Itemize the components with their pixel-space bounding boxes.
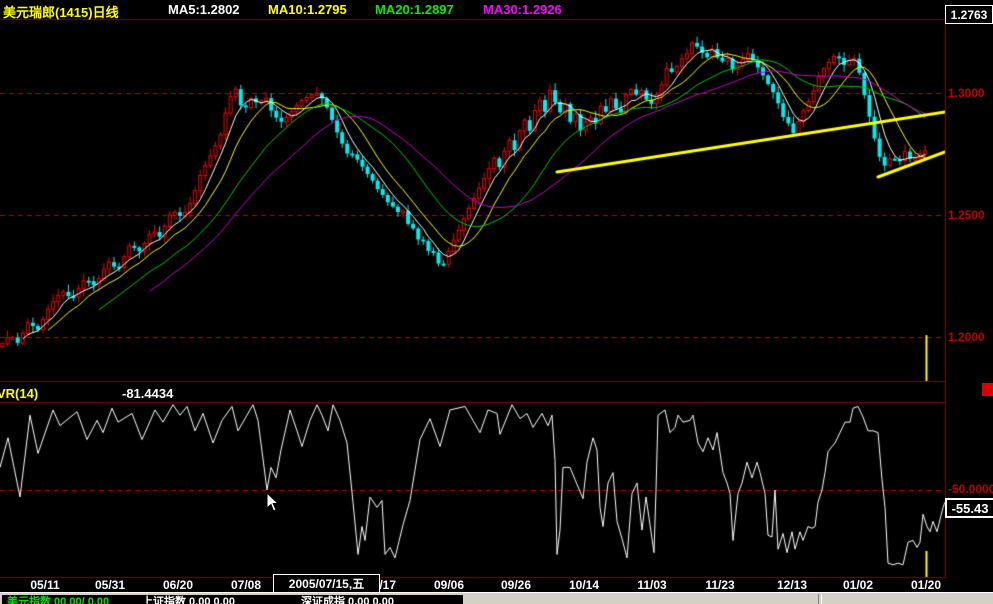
date-tick-label: 06/20 <box>162 578 194 592</box>
date-tick-label: 09/06 <box>433 578 465 592</box>
status-shanghai-index[interactable]: 上证指数 0.00 0.00 <box>137 595 297 604</box>
status-usd-index[interactable]: 美元指数 00.00/ 0.00 <box>2 595 138 604</box>
indicator-name-label: VR(14) <box>0 386 39 401</box>
date-tick-label: 11/23 <box>705 578 735 592</box>
ma20-legend: MA20:1.2897 <box>375 2 454 17</box>
indicator-value-label: -81.4434 <box>122 386 174 401</box>
price-gridline-label: 1.3000 <box>948 85 985 100</box>
date-tick-label: 11/03 <box>637 578 667 592</box>
date-tick-label: 12/13 <box>776 578 808 592</box>
price-gridline-label: 1.2000 <box>948 330 985 345</box>
price-gridline-label: 1.2500 <box>948 208 985 223</box>
ma5-legend: MA5:1.2802 <box>168 2 240 17</box>
date-tick-label: 10/14 <box>568 578 600 592</box>
date-tick-label: 07/08 <box>230 578 262 592</box>
status-divider <box>818 594 822 604</box>
date-tick-label: 01/02 <box>842 578 874 592</box>
ma10-legend: MA10:1.2795 <box>268 2 347 17</box>
date-tick-label: 05/11 <box>30 578 60 592</box>
current-price-box: 1.2763 <box>945 5 993 24</box>
symbol-title: 美元瑞郎(1415)日线 <box>3 5 119 20</box>
ma30-legend: MA30:1.2926 <box>483 2 562 17</box>
selected-date-box: 2005/07/15,五 <box>273 574 380 593</box>
panel-splitter-handle[interactable] <box>982 383 993 396</box>
date-tick-label: 05/31 <box>94 578 126 592</box>
indicator-current-box: -55.43 <box>945 498 993 518</box>
date-tick-label: 01/20 <box>910 578 942 592</box>
indicator-gridline-label: -50.0000 <box>948 482 993 496</box>
mouse-cursor-icon <box>266 492 280 512</box>
status-bar: 美元指数 00.00/ 0.00 上证指数 0.00 0.00 深证成指 0.0… <box>0 592 993 604</box>
date-tick-label: 09/26 <box>500 578 532 592</box>
status-shenzhen-index[interactable]: 深证成指 0.00 0.00 <box>296 595 463 604</box>
